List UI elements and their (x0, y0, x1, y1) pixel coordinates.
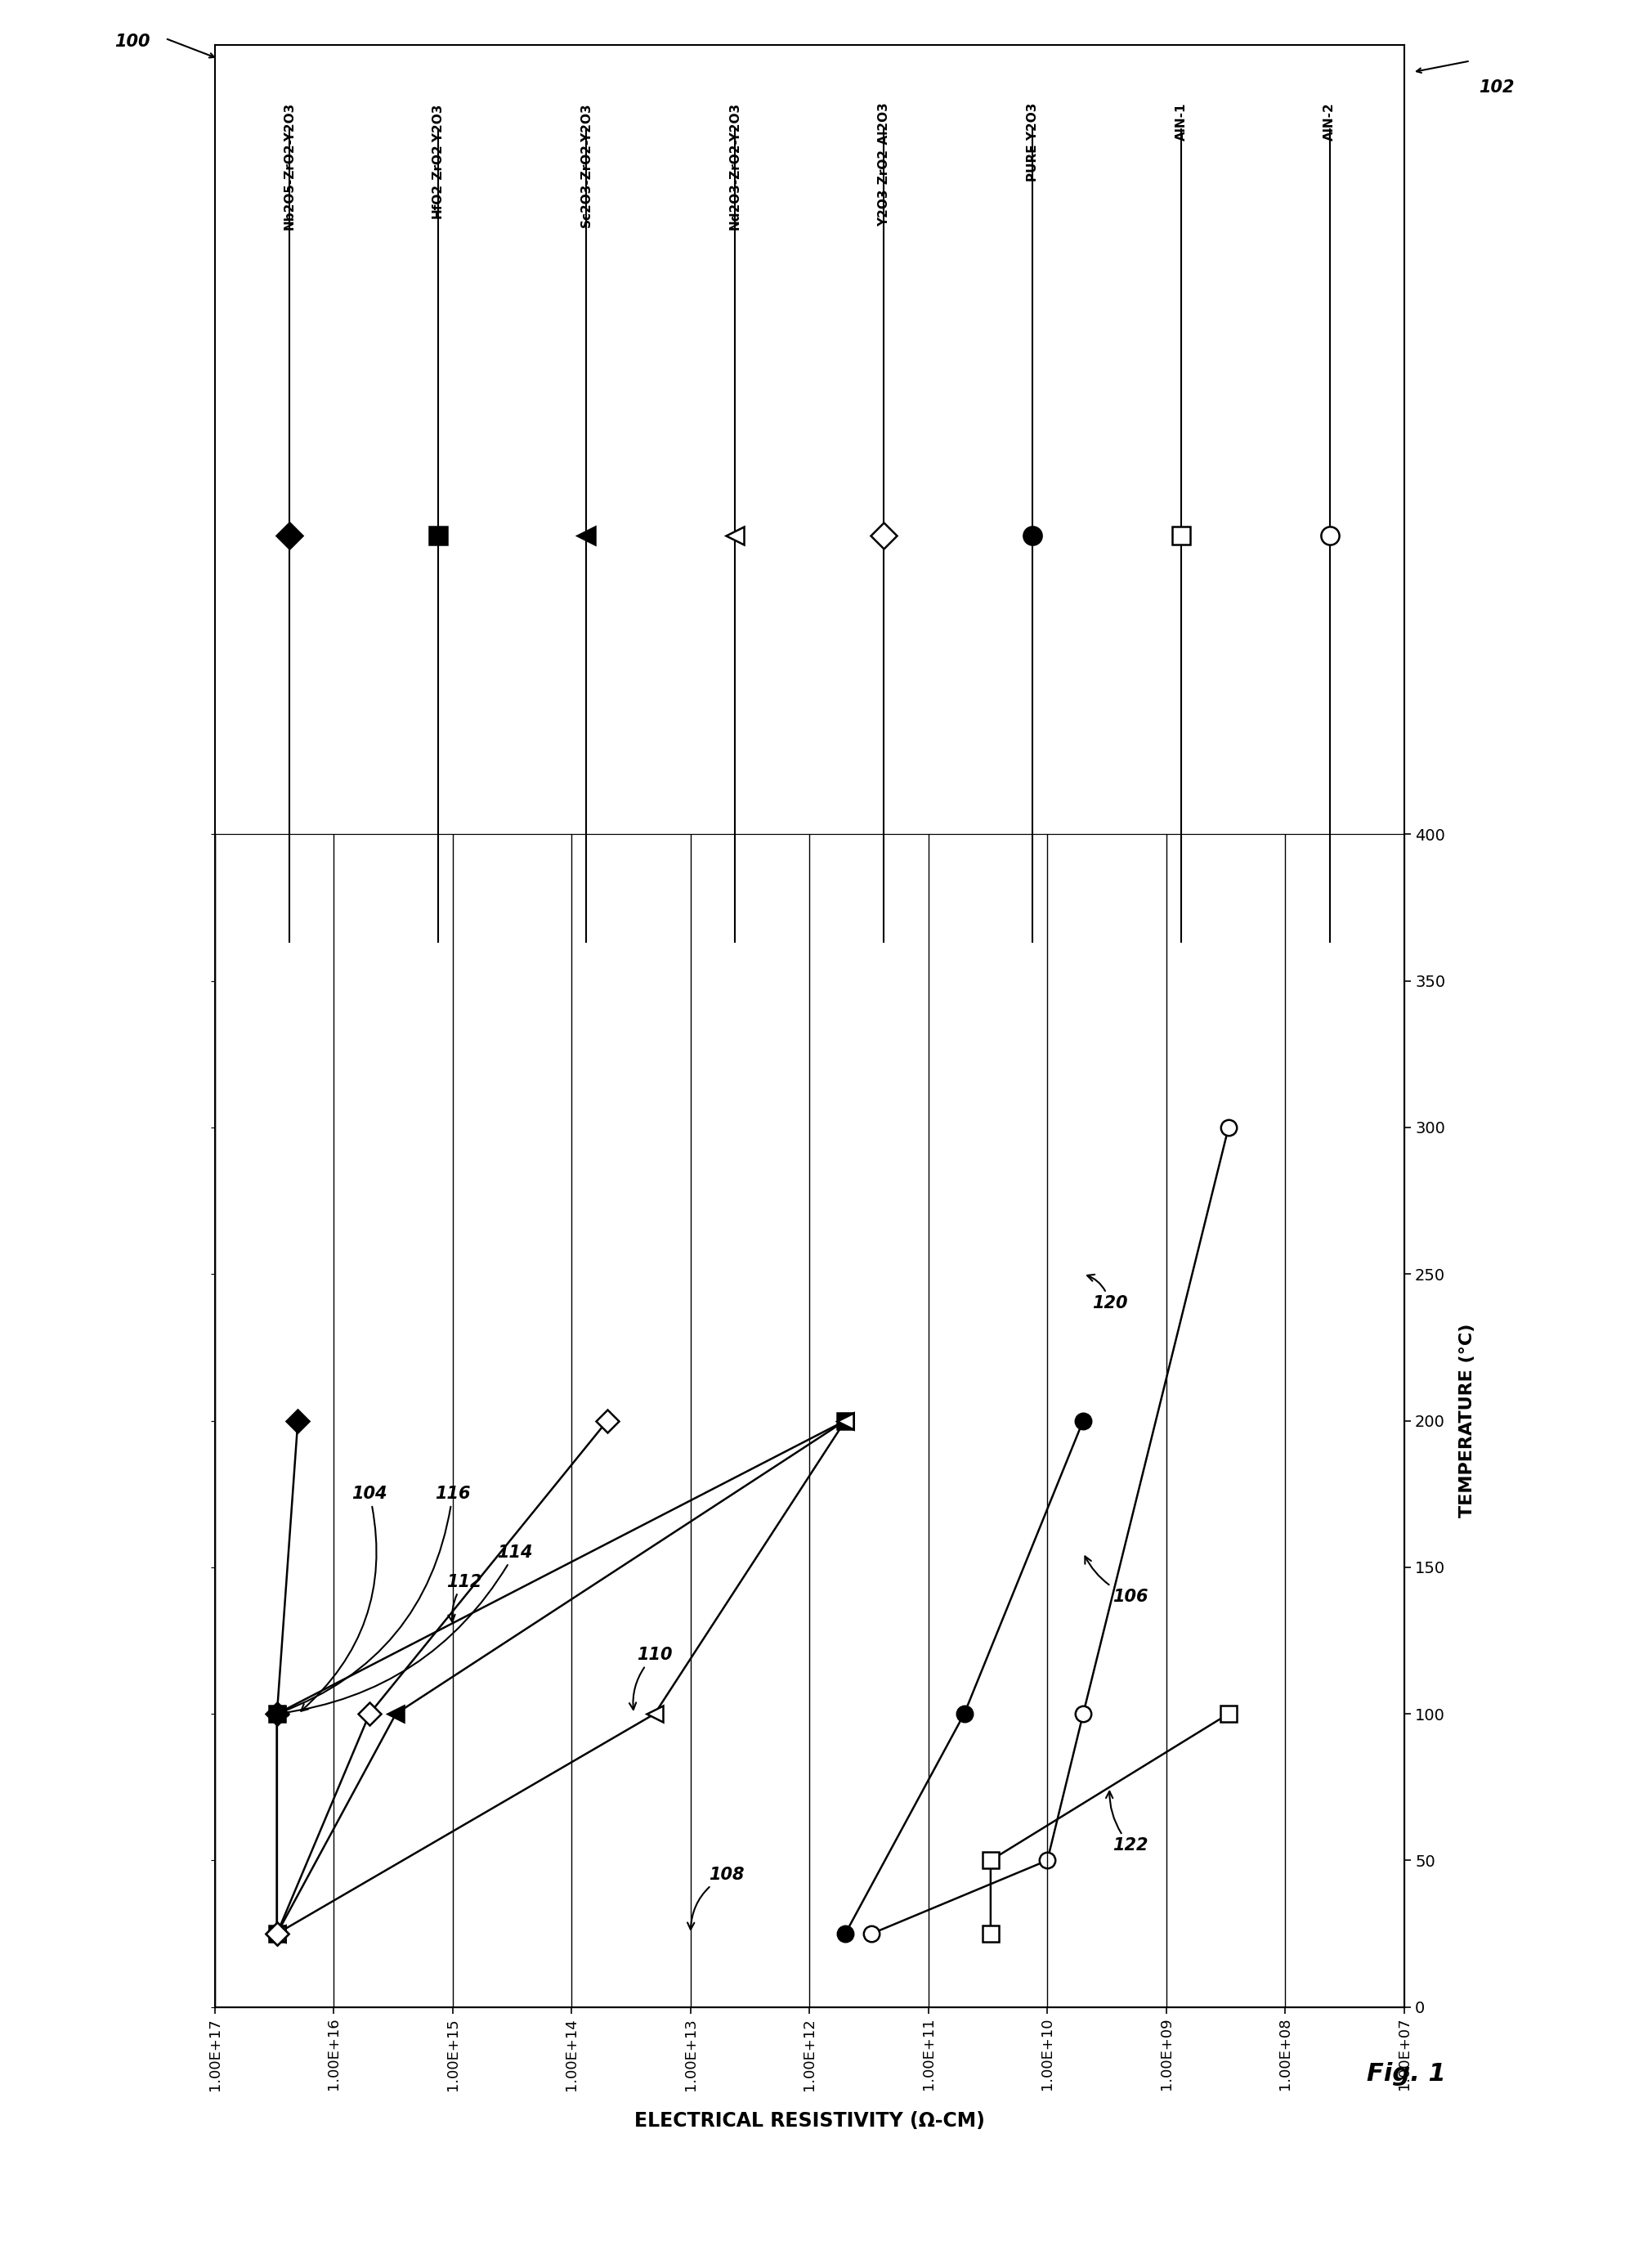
Text: 112: 112 (446, 1574, 482, 1621)
Text: Sc2O3-ZrO2-Y2O3: Sc2O3-ZrO2-Y2O3 (580, 101, 593, 228)
Text: HfO2-ZrO2-Y2O3: HfO2-ZrO2-Y2O3 (431, 101, 444, 219)
Text: 122: 122 (1105, 1790, 1148, 1854)
Text: 100: 100 (114, 34, 150, 50)
Text: 106: 106 (1085, 1556, 1148, 1606)
Text: 110: 110 (629, 1646, 672, 1709)
Text: AlN-2: AlN-2 (1323, 101, 1336, 140)
Y-axis label: TEMPERATURE (°C): TEMPERATURE (°C) (1459, 1324, 1475, 1518)
Text: PURE Y2O3: PURE Y2O3 (1026, 101, 1039, 180)
X-axis label: ELECTRICAL RESISTIVITY (Ω-CM): ELECTRICAL RESISTIVITY (Ω-CM) (634, 2111, 985, 2131)
Text: AlN-1: AlN-1 (1175, 101, 1188, 140)
Text: Y2O3-ZrO2-Al2O3: Y2O3-ZrO2-Al2O3 (877, 101, 890, 226)
Text: 108: 108 (687, 1867, 743, 1930)
Text: 114: 114 (281, 1545, 532, 1716)
Text: Nd2O3-ZrO2-Y2O3: Nd2O3-ZrO2-Y2O3 (729, 101, 742, 230)
Text: Nb2O5-ZrO2-Y2O3: Nb2O5-ZrO2-Y2O3 (282, 101, 296, 230)
Text: 102: 102 (1479, 79, 1515, 95)
Text: Fig. 1: Fig. 1 (1366, 2061, 1446, 2086)
Text: 116: 116 (281, 1486, 471, 1714)
Text: 120: 120 (1087, 1274, 1127, 1312)
Text: 104: 104 (301, 1486, 387, 1712)
